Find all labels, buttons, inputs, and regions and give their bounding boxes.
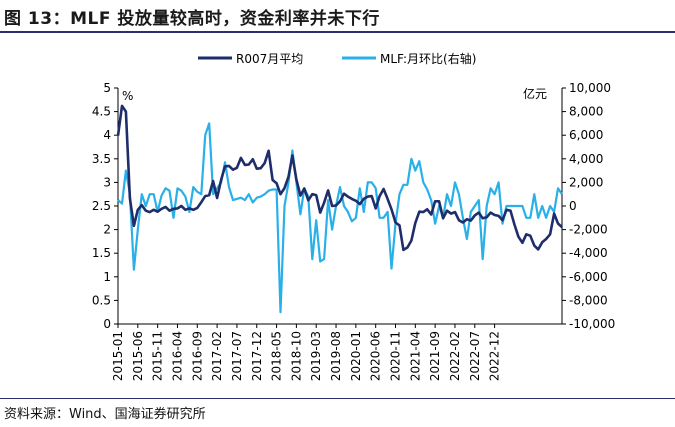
series-line-mlf — [117, 122, 563, 314]
left-tick-label: 4.5 — [92, 105, 111, 119]
right-tick-label: 0 — [569, 199, 577, 213]
x-tick-label: 2017-07 — [230, 331, 244, 381]
right-tick-label: 6,000 — [569, 128, 603, 142]
right-axis-unit: 亿元 — [523, 86, 547, 101]
left-tick-label: 1 — [103, 270, 111, 284]
x-tick-label: 2022-07 — [468, 331, 482, 381]
plot-lines — [116, 104, 563, 314]
x-tick-label: 2015-01 — [111, 331, 125, 381]
left-tick-label: 2 — [103, 223, 111, 237]
x-tick-label: 2020-06 — [369, 331, 383, 381]
left-tick-label: 0 — [103, 317, 111, 331]
series-line-r007 — [116, 104, 563, 252]
x-tick-label: 2015-11 — [151, 331, 165, 381]
title-divider — [0, 31, 675, 33]
x-tick-label: 2017-02 — [210, 331, 224, 381]
x-tick-label: 2019-08 — [329, 331, 343, 381]
footer-divider — [0, 398, 675, 399]
legend: R007月平均 MLF:月环比(右轴) — [198, 51, 476, 66]
x-tick-label: 2019-03 — [309, 331, 323, 381]
x-tick-label: 2022-12 — [488, 331, 502, 381]
x-tick-label: 2017-12 — [250, 331, 264, 381]
left-tick-label: 2.5 — [92, 199, 111, 213]
right-tick-label: -2,000 — [569, 223, 608, 237]
x-tick-label: 2020-01 — [349, 331, 363, 381]
left-tick-label: 1.5 — [92, 246, 111, 260]
axes: 0 0.5 1 1.5 2 2.5 3 3.5 4 4.5 5 -10,000 -8,000 -6,000… — [92, 81, 615, 381]
legend-label-mlf: MLF:月环比(右轴) — [380, 51, 476, 66]
x-tick-label: 2018-10 — [289, 331, 303, 381]
chart-title: 图 13：MLF 投放量较高时，资金利率并未下行 — [4, 9, 380, 29]
x-tick-label: 2021-09 — [428, 331, 442, 381]
left-tick-label: 4 — [103, 128, 111, 142]
x-tick-label: 2022-02 — [448, 331, 462, 381]
left-tick-label: 5 — [103, 81, 111, 95]
right-tick-label: 2,000 — [569, 175, 603, 189]
right-tick-label: -6,000 — [569, 270, 608, 284]
x-tick-label: 2016-09 — [190, 331, 204, 381]
right-tick-label: 10,000 — [569, 81, 611, 95]
x-tick-label: 2020-11 — [389, 331, 403, 381]
right-tick-label: 8,000 — [569, 105, 603, 119]
right-tick-label: -4,000 — [569, 246, 608, 260]
left-tick-label: 3.5 — [92, 152, 111, 166]
right-tick-label: -10,000 — [569, 317, 615, 331]
left-tick-label: 3 — [103, 175, 111, 189]
x-tick-label: 2018-05 — [270, 331, 284, 381]
x-tick-label: 2021-04 — [408, 331, 422, 381]
legend-label-r007: R007月平均 — [236, 52, 303, 66]
left-axis-unit: % — [122, 89, 133, 103]
x-tick-label: 2016-04 — [170, 331, 184, 381]
source-note: 资料来源：Wind、国海证券研究所 — [4, 407, 206, 422]
right-tick-label: -8,000 — [569, 293, 608, 307]
right-tick-label: 4,000 — [569, 152, 603, 166]
x-tick-label: 2015-06 — [131, 331, 145, 381]
left-tick-label: 0.5 — [92, 293, 111, 307]
